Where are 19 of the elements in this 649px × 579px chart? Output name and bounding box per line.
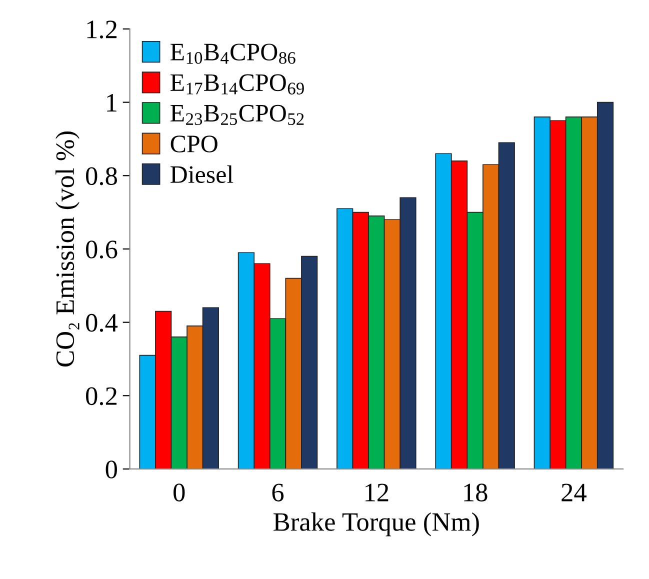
legend-label: E$_{23}$B$_{25}$CPO$_{52}$ (170, 104, 304, 126)
x-tick-label: 0 (174, 484, 185, 502)
y-tick-label: 1.2 (87, 20, 117, 38)
x-tick-label: 6 (272, 484, 284, 502)
legend-label: Diesel (170, 165, 234, 183)
x-tick-label: 18 (464, 484, 488, 502)
x-axis-title: Brake Torque (Nm) (274, 512, 479, 536)
legend-label: E$_{17}$B$_{14}$CPO$_{69}$ (170, 74, 304, 94)
y-tick-label: 0.2 (86, 387, 117, 406)
x-tick-label: 24 (562, 484, 586, 502)
y-axis-title: CO₂ Emission (vol %) (56, 132, 80, 366)
legend-label: E$_{10}$B$_{4}$CPO$_{86}$ (170, 44, 296, 64)
y-tick-label: 0.4 (86, 314, 118, 332)
y-tick-label: 0 (106, 460, 117, 478)
x-tick-label: 12 (366, 484, 388, 502)
y-tick-label: 0.6 (86, 240, 118, 258)
legend-label: CPO (170, 136, 218, 152)
y-tick-label: 0.8 (86, 167, 117, 186)
y-tick-label: 1 (107, 94, 116, 112)
